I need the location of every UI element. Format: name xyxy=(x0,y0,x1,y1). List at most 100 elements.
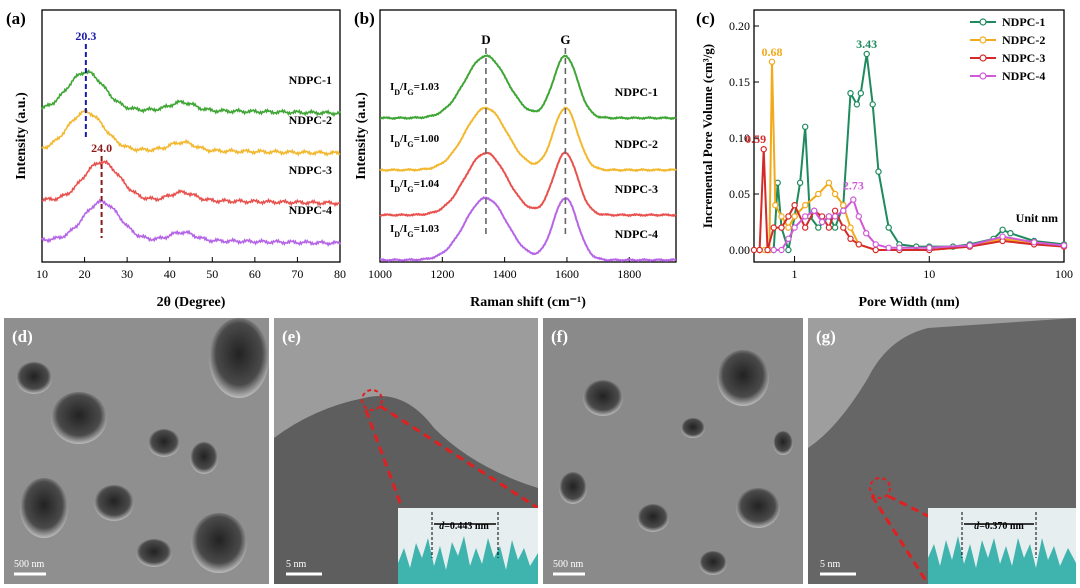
data-point xyxy=(999,226,1006,233)
data-point xyxy=(815,224,822,231)
zoom-circle xyxy=(869,477,891,499)
d-spacing-label: d=0.443 nm xyxy=(439,521,489,532)
series-label: NDPC-3 xyxy=(289,163,332,177)
x-tick-label: 1800 xyxy=(617,267,641,281)
data-point xyxy=(875,168,882,175)
y-tick-label: 0.10 xyxy=(729,131,750,145)
data-point xyxy=(847,224,854,231)
data-point xyxy=(770,224,777,231)
data-point xyxy=(801,213,809,220)
series-label: NDPC-3 xyxy=(615,182,658,196)
data-point xyxy=(869,101,876,108)
plot-frame xyxy=(753,9,1065,263)
data-point xyxy=(756,246,763,254)
data-point xyxy=(831,213,839,220)
y-tick-label: 0.15 xyxy=(729,75,750,89)
tem-image-g: (g) d=0.370 nm 5 nm xyxy=(808,318,1076,584)
x-axis-label: Pore Width (nm) xyxy=(858,295,959,310)
series-label: NDPC-2 xyxy=(289,113,332,127)
data-point xyxy=(801,123,809,131)
data-point xyxy=(872,241,879,248)
sem-image-d: (d) 500 nm xyxy=(4,318,269,584)
intensity-ratio: ID/IG=1.00 xyxy=(390,133,440,149)
y-tick-label: 0.05 xyxy=(729,187,750,201)
panel-label-e: (e) xyxy=(282,327,301,346)
x-tick-label: 1400 xyxy=(493,267,517,281)
legend: NDPC-1 NDPC-2 NDPC-3 NDPC-4 xyxy=(970,15,1045,83)
data-point xyxy=(750,246,758,254)
sem-image-f: (f) 500 nm xyxy=(543,318,803,584)
data-point xyxy=(831,207,839,214)
x-tick-label: 1600 xyxy=(555,267,579,281)
data-point xyxy=(1007,229,1014,237)
data-point xyxy=(791,201,798,209)
panel-label-g: (g) xyxy=(816,327,836,346)
plot-frame xyxy=(379,9,677,263)
data-point xyxy=(801,224,809,231)
y-axis-label: Intensity (a.u.) xyxy=(14,92,29,180)
data-point xyxy=(857,89,864,97)
y-tick-label: 0.20 xyxy=(729,19,750,33)
unit-note: Unit nm xyxy=(1016,211,1058,225)
data-point xyxy=(801,201,809,209)
data-point xyxy=(1030,238,1038,246)
data-point xyxy=(772,201,779,209)
x-axis-label: Raman shift (cm⁻¹) xyxy=(470,295,586,310)
band-label: G xyxy=(560,32,570,47)
scale-bar-label: 500 nm xyxy=(14,559,45,570)
data-point xyxy=(840,201,847,209)
intensity-ratio: ID/IG=1.03 xyxy=(390,223,440,239)
data-point xyxy=(778,246,785,254)
x-tick-label: 10 xyxy=(36,267,48,281)
raman-chart: (b) 1000 1200 1400 1600 1800 NDPC-1 ID/IG=1.0… xyxy=(354,9,677,310)
data-point xyxy=(966,242,973,249)
panel-label-a: (a) xyxy=(6,9,26,28)
y-tick-label: 0.00 xyxy=(729,243,750,257)
data-point xyxy=(885,224,892,231)
series-line xyxy=(41,69,341,118)
panel-label-c: (c) xyxy=(696,9,715,28)
plot-frame xyxy=(41,9,341,263)
data-point xyxy=(885,244,892,251)
data-point xyxy=(855,213,862,220)
data-point xyxy=(791,224,798,231)
data-point xyxy=(850,196,857,203)
data-point xyxy=(785,224,792,231)
series-line xyxy=(380,196,677,263)
data-point xyxy=(1060,242,1068,249)
legend-entry: NDPC-1 xyxy=(1002,15,1045,29)
x-tick-label: 80 xyxy=(334,267,346,281)
data-point xyxy=(872,246,879,254)
data-point xyxy=(999,233,1006,240)
x-tick-label: 1000 xyxy=(368,267,392,281)
peak-label: 0.59 xyxy=(745,132,766,146)
series-label: NDPC-4 xyxy=(289,203,332,217)
data-point xyxy=(785,246,792,254)
x-tick-label: 70 xyxy=(291,267,303,281)
x-tick-label: 20 xyxy=(79,267,91,281)
data-point xyxy=(770,246,777,254)
data-point xyxy=(847,89,854,97)
data-point xyxy=(863,50,870,58)
legend-entry: NDPC-2 xyxy=(1002,33,1045,47)
x-tick-label: 30 xyxy=(121,267,133,281)
data-point xyxy=(831,190,839,198)
tem-image-e: (e) d=0.443 nm 5 nm xyxy=(274,318,538,584)
pore-distribution-chart: (c) 1 10 100 0.00 0.05 0.10 0.15 0.20 3.43 0.68 0… xyxy=(696,9,1073,310)
series-line xyxy=(380,54,677,121)
legend-entry: NDPC-3 xyxy=(1002,51,1045,65)
x-tick-label: 40 xyxy=(164,267,176,281)
data-point xyxy=(778,213,785,220)
panel-label-d: (d) xyxy=(12,327,33,346)
x-axis-label: 2θ (Degree) xyxy=(157,295,226,310)
data-point xyxy=(815,190,822,198)
zoom-circle xyxy=(361,389,383,411)
d-spacing-label: d=0.370 nm xyxy=(974,521,1024,532)
data-point xyxy=(791,213,798,220)
intensity-ratio: ID/IG=1.04 xyxy=(390,178,440,194)
data-point xyxy=(855,241,862,248)
series-label: NDPC-4 xyxy=(615,227,658,241)
intensity-ratio: ID/IG=1.03 xyxy=(390,81,440,97)
y-axis-label: Incremental Pore Volume (cm³/g) xyxy=(700,44,715,228)
data-point xyxy=(796,179,804,186)
